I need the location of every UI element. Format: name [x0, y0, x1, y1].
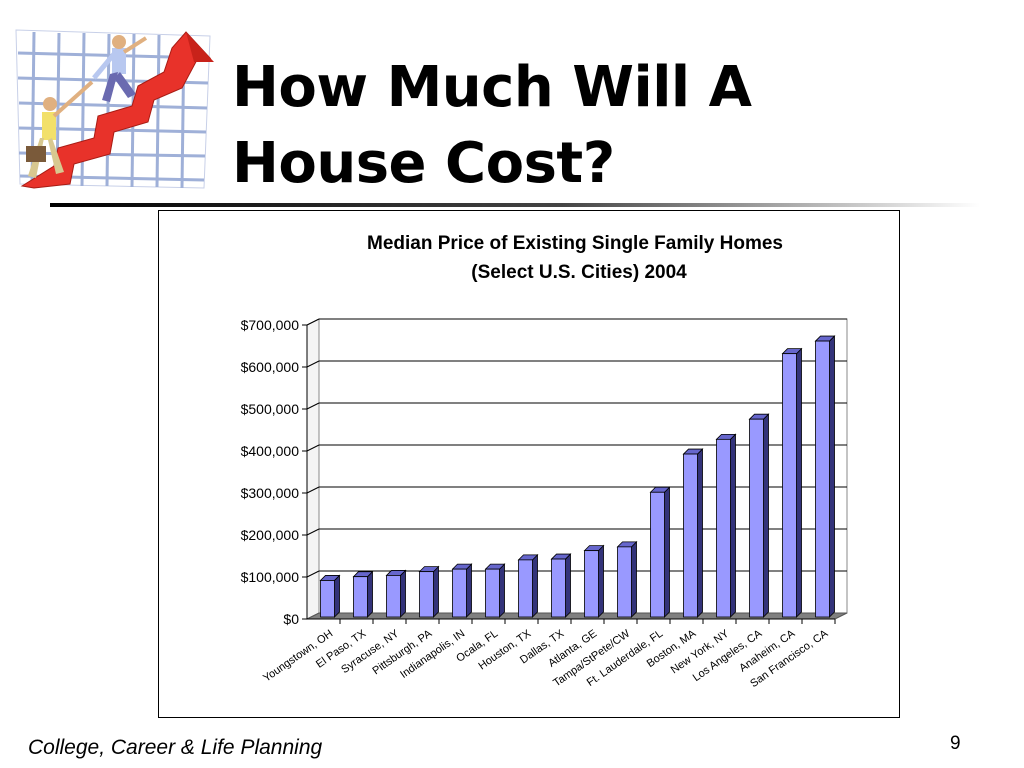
bar: [419, 571, 434, 618]
y-tick-label: $200,000: [241, 527, 300, 543]
gridline-depth: [306, 528, 320, 536]
bar: [782, 353, 797, 618]
bar: [485, 568, 500, 618]
bar-side: [334, 574, 340, 618]
bar: [551, 558, 566, 618]
bar: [353, 576, 368, 618]
gridline-depth: [306, 402, 320, 410]
bar: [452, 568, 467, 618]
chart-title: Median Price of Existing Single Family H…: [367, 233, 783, 254]
title-divider: [50, 198, 980, 208]
bar: [815, 340, 830, 618]
y-tick-label: $700,000: [241, 317, 300, 333]
slide-title: How Much Will A House Cost?: [232, 50, 932, 202]
bar-side: [598, 544, 604, 618]
y-tick-label: $100,000: [241, 569, 300, 585]
bar: [320, 580, 335, 618]
slide-title-line-2: House Cost?: [232, 131, 615, 196]
gridline-depth: [306, 318, 320, 326]
bar-side: [400, 569, 406, 618]
bar-side: [631, 540, 637, 618]
y-tick-label: $0: [283, 611, 299, 627]
bar: [716, 438, 731, 618]
y-tick-label: $400,000: [241, 443, 300, 459]
bar-side: [565, 553, 571, 618]
footer-text: College, Career & Life Planning: [28, 736, 323, 759]
y-tick-label: $300,000: [241, 485, 300, 501]
plot-area: $0 $100,000 $200,000 $300,000 $400,000 $500,0…: [241, 317, 848, 690]
bar-side: [763, 413, 769, 618]
bar-side: [433, 565, 439, 618]
bar: [683, 453, 698, 618]
bar: [617, 546, 632, 618]
bar-chart: Median Price of Existing Single Family H…: [241, 233, 848, 690]
page-number: 9: [950, 733, 961, 754]
bar-side: [829, 335, 835, 618]
bar-side: [730, 433, 736, 618]
chart-subtitle: (Select U.S. Cities) 2004: [471, 262, 687, 283]
chart-frame: Median Price of Existing Single Family H…: [158, 210, 900, 718]
y-tick-label: $500,000: [241, 401, 300, 417]
gridline-depth: [306, 570, 320, 578]
bar: [584, 550, 599, 618]
bar-side: [499, 563, 505, 618]
bar-side: [466, 563, 472, 618]
bar: [518, 559, 533, 618]
businessmen-climbing-arrow-chart-icon: [14, 28, 214, 192]
bar-side: [697, 448, 703, 618]
bar-side: [664, 486, 670, 618]
bar-side: [796, 347, 802, 618]
bar: [386, 575, 401, 618]
gridline-depth: [306, 444, 320, 452]
bar-side: [532, 553, 538, 618]
gridline-depth: [306, 486, 320, 494]
slide-title-line-1: How Much Will A: [232, 55, 752, 120]
y-tick-label: $600,000: [241, 359, 300, 375]
bar: [749, 418, 764, 618]
gridline-depth: [306, 360, 320, 368]
bar-side: [367, 570, 373, 618]
bar: [650, 491, 665, 618]
